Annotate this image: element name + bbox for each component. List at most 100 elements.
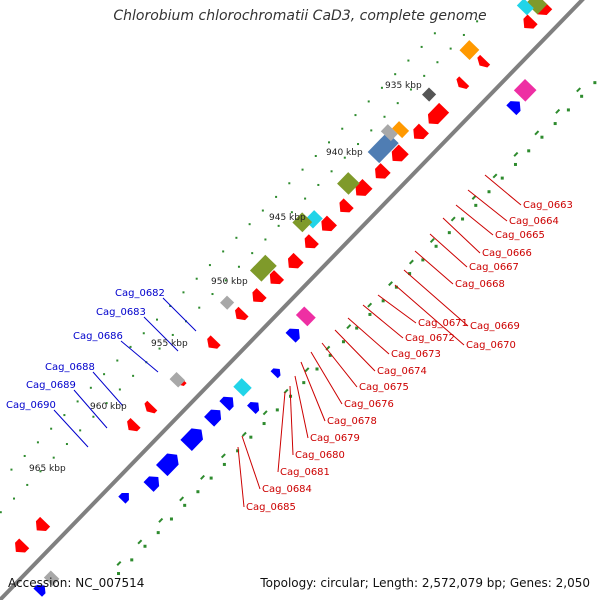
leader-line [394, 284, 465, 346]
gene-label-right: Cag_0672 [405, 333, 455, 344]
gc-skew-dots [0, 20, 597, 576]
kbp-label: 945 kbp [269, 213, 306, 223]
gc-dot [275, 408, 279, 412]
gc-dot [208, 264, 211, 267]
scale-tick [492, 173, 498, 179]
kbp-label: 940 kbp [326, 148, 363, 158]
gc-dot [580, 94, 584, 98]
gc-dot [236, 449, 240, 453]
gc-dot [462, 33, 465, 36]
gc-dot [368, 312, 372, 316]
gene-label-right: Cag_0669 [470, 321, 520, 332]
leader-line [162, 297, 197, 332]
gc-dot [341, 340, 345, 344]
forward-gene-arrow [144, 400, 158, 414]
gc-dot [421, 258, 425, 262]
gc-dot [357, 143, 360, 146]
gc-dot [301, 168, 304, 171]
reverse-gene-arrow [270, 368, 281, 379]
genome-summary: Topology: circular; Length: 2,572,079 bp… [260, 576, 590, 590]
leader-line [289, 385, 294, 456]
reverse-gene-arrow [422, 87, 437, 102]
gc-dot [476, 20, 479, 23]
gc-dot [52, 456, 55, 459]
scale-tick [179, 496, 185, 502]
gc-dot [132, 374, 135, 377]
gene-label-right: Cag_0673 [391, 349, 441, 360]
reverse-gene-arrow [516, 0, 534, 16]
leader-line [73, 389, 108, 429]
scale-tick [200, 474, 205, 480]
forward-gene-arrow [304, 234, 319, 249]
leader-line [241, 435, 261, 490]
gc-dot [474, 203, 478, 207]
leader-line [403, 269, 469, 327]
gene-label-right: Cag_0663 [523, 200, 573, 211]
leader-line [414, 250, 454, 285]
gc-dot [89, 386, 92, 389]
gc-dot [487, 190, 491, 194]
gc-dot [248, 223, 251, 226]
gc-dot [434, 244, 438, 248]
reverse-gene-arrow [219, 396, 234, 411]
gc-dot [222, 250, 225, 253]
gc-dot [330, 170, 333, 173]
leader-line [467, 189, 508, 222]
leader-line [377, 294, 417, 324]
gc-dot [277, 224, 280, 227]
gene-label-right: Cag_0674 [377, 366, 427, 377]
gc-dot [142, 332, 145, 335]
gc-dot [409, 88, 412, 91]
leader-line [237, 446, 245, 508]
gc-dot [566, 108, 570, 112]
gc-dot [171, 333, 174, 336]
gc-dot [130, 558, 134, 562]
gene-label-right: Cag_0679 [310, 433, 360, 444]
forward-gene-arrow [269, 270, 285, 285]
gc-dot [381, 299, 385, 303]
gc-dot [39, 470, 42, 473]
label-leader-lines [53, 174, 522, 508]
leader-line [321, 342, 358, 388]
gc-dot [447, 231, 451, 235]
reverse-gene-arrow [247, 402, 260, 414]
gc-dot [370, 129, 373, 132]
gc-dot [65, 443, 68, 446]
gc-dot [315, 367, 319, 371]
gc-dot [92, 415, 95, 418]
gc-dot [290, 211, 293, 214]
scale-tick [534, 130, 540, 136]
gc-dot [224, 279, 227, 282]
gene-label-right: Cag_0668 [455, 279, 505, 290]
reverse-gene-arrow [180, 428, 204, 451]
gc-dot [209, 476, 213, 480]
forward-gene-arrow [127, 417, 141, 432]
gc-dot [383, 115, 386, 118]
tick-marks [116, 87, 582, 566]
forward-gene-arrow [477, 54, 491, 68]
genome-backbone [0, 0, 585, 600]
gc-dot [156, 531, 160, 535]
reverse-gene-arrow [118, 492, 129, 504]
scale-tick [408, 259, 414, 265]
reverse-gene-arrow [292, 212, 313, 233]
gc-dot [156, 318, 159, 321]
gc-dot [264, 238, 267, 241]
gene-label-right: Cag_0685 [246, 502, 296, 513]
gc-dot [105, 402, 108, 405]
gene-label-left: Cag_0682 [115, 288, 165, 299]
forward-gene-arrow [427, 102, 450, 125]
gc-dot [304, 197, 307, 200]
forward-gene-arrow [252, 288, 267, 303]
forward-gene-arrow [321, 215, 337, 232]
gene-label-right: Cag_0675 [359, 382, 409, 393]
gc-dot [251, 252, 254, 255]
scale-tick [137, 539, 143, 545]
gene-label-left: Cag_0690 [6, 400, 56, 411]
gc-dot [513, 162, 517, 166]
scale-tick [241, 431, 247, 437]
scale-tick [429, 238, 435, 244]
gc-dot [237, 265, 240, 268]
reverse-gene-arrow [169, 372, 186, 388]
leader-line [143, 316, 179, 352]
